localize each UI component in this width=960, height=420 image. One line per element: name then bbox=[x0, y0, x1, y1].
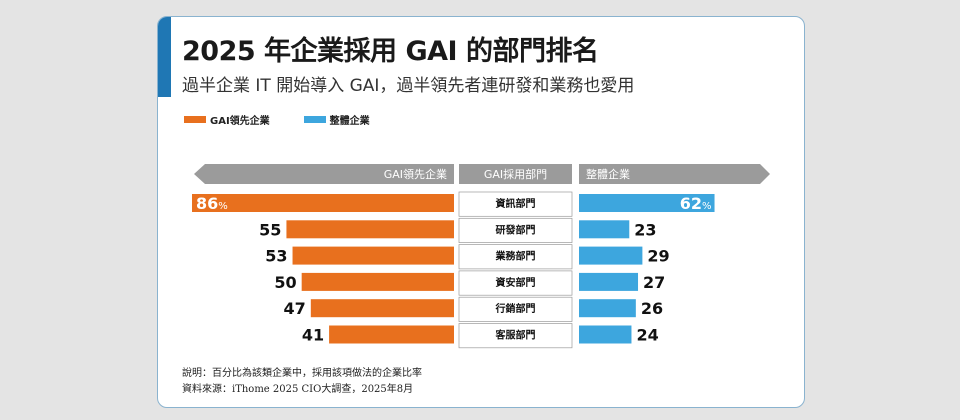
legend-swatch-overall bbox=[303, 116, 326, 123]
bar-leader bbox=[310, 299, 454, 318]
data-label-leader: 50 bbox=[274, 273, 296, 292]
legend: GAI領先企業 整體企業 bbox=[184, 112, 370, 127]
category-label: 客服部門 bbox=[495, 329, 536, 342]
legend-label-overall: 整體企業 bbox=[329, 116, 370, 127]
header-arrow-right bbox=[579, 164, 770, 184]
legend-item-overall: 整體企業 bbox=[303, 112, 370, 127]
bar-leader bbox=[329, 325, 454, 344]
data-label-overall: 23 bbox=[634, 220, 656, 239]
chart-note: 說明：百分比為該類企業中，採用該項做法的企業比率 bbox=[182, 368, 422, 379]
data-label-overall: 26 bbox=[641, 299, 663, 318]
bar-overall bbox=[579, 272, 639, 291]
data-label-leader: 41 bbox=[302, 326, 324, 345]
data-label-overall: 29 bbox=[647, 247, 669, 266]
category-box bbox=[458, 244, 573, 270]
bar-leader bbox=[192, 194, 454, 212]
header-left-label: GAI領先企業 bbox=[384, 167, 447, 181]
data-label-leader: 47 bbox=[284, 299, 306, 318]
percent-suffix: % bbox=[702, 201, 712, 212]
title-accent-bar bbox=[158, 17, 171, 97]
bar-overall bbox=[579, 325, 632, 344]
category-box bbox=[458, 270, 573, 296]
data-label-overall: 24 bbox=[636, 326, 658, 345]
bar-leader bbox=[292, 246, 454, 265]
header-right-label: 整體企業 bbox=[586, 167, 630, 181]
chart-card: 2025 年企業採用 GAI 的部門排名 過半企業 IT 開始導入 GAI，過半… bbox=[157, 16, 805, 408]
header-center-label: GAI採用部門 bbox=[484, 167, 547, 181]
legend-item-leader: GAI領先企業 bbox=[184, 112, 270, 127]
header-arrow-left bbox=[194, 164, 454, 184]
legend-swatch-leader bbox=[184, 116, 206, 123]
bar-overall bbox=[579, 299, 636, 318]
data-label-leader: 55 bbox=[259, 220, 281, 239]
category-label: 行銷部門 bbox=[495, 302, 536, 315]
data-label-leader: 53 bbox=[265, 247, 287, 266]
category-label: 業務部門 bbox=[495, 250, 536, 263]
bar-overall bbox=[579, 194, 715, 212]
category-box bbox=[458, 296, 573, 322]
chart-source: 資料來源：iThome 2025 CIO大調查，2025年8月 bbox=[182, 384, 414, 395]
bar-overall bbox=[579, 246, 643, 265]
category-label: 資訊部門 bbox=[496, 197, 536, 210]
legend-label-leader: GAI領先企業 bbox=[210, 116, 270, 127]
category-label: 研發部門 bbox=[496, 223, 536, 236]
header-center-box bbox=[459, 164, 572, 184]
category-label: 資安部門 bbox=[496, 276, 536, 289]
category-box bbox=[458, 323, 573, 349]
data-label-overall: 27 bbox=[643, 273, 665, 292]
bar-leader bbox=[301, 272, 454, 291]
bar-leader bbox=[286, 220, 454, 239]
chart-subtitle: 過半企業 IT 開始導入 GAI，過半領先者連研發和業務也愛用 bbox=[182, 76, 635, 96]
bar-overall bbox=[579, 220, 630, 239]
category-box bbox=[458, 191, 573, 217]
category-box bbox=[458, 217, 573, 243]
percent-suffix: % bbox=[218, 201, 228, 212]
chart-title: 2025 年企業採用 GAI 的部門排名 bbox=[182, 36, 599, 67]
